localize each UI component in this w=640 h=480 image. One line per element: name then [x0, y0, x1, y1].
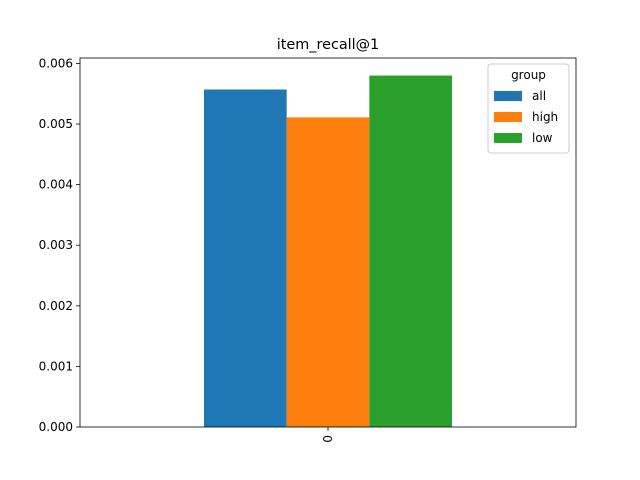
legend-swatch-low — [494, 133, 522, 143]
x-axis: 0 — [321, 427, 335, 443]
plot-area — [79, 57, 577, 428]
y-tick-label: 0.001 — [39, 359, 73, 373]
legend-box — [487, 63, 570, 154]
legend: group all high low — [487, 63, 570, 154]
bar-high — [286, 117, 370, 428]
chart-title: item_recall@1 — [277, 37, 379, 53]
bar-all — [204, 89, 287, 428]
legend-title: group — [511, 68, 546, 82]
y-tick-label: 0.002 — [39, 299, 73, 313]
y-axis: 0.000 0.001 0.002 0.003 0.004 0.005 0.006 — [39, 56, 80, 434]
y-tick-label: 0.004 — [39, 178, 73, 192]
y-tick-label: 0.003 — [39, 238, 73, 252]
legend-swatch-high — [494, 112, 522, 122]
x-tick-label: 0 — [321, 435, 335, 443]
y-tick-label: 0.005 — [39, 117, 73, 131]
y-tick-label: 0.000 — [39, 420, 73, 434]
legend-swatch-all — [494, 91, 522, 101]
legend-label-high: high — [532, 110, 558, 124]
y-tick-label: 0.006 — [39, 56, 73, 70]
legend-label-all: all — [532, 89, 546, 103]
legend-label-low: low — [532, 131, 553, 145]
bar-low — [369, 75, 452, 428]
